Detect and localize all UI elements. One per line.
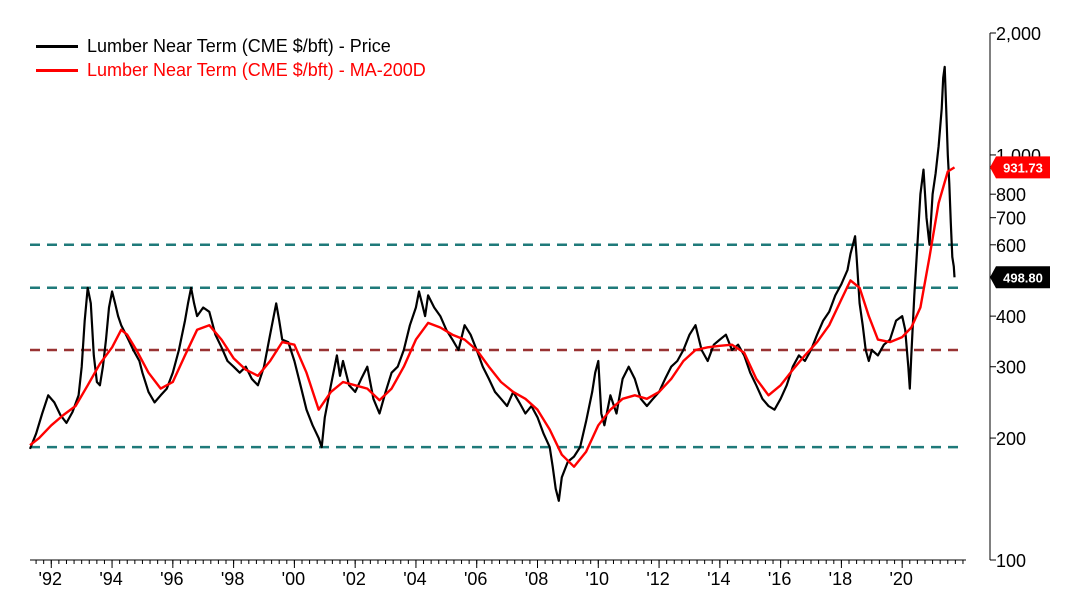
x-tick-label: '94 (99, 569, 122, 589)
x-tick-label: '98 (221, 569, 244, 589)
legend-item-price: Lumber Near Term (CME $/bft) - Price (36, 34, 426, 58)
value-badge (990, 266, 1050, 289)
x-tick-label: '10 (586, 569, 609, 589)
x-tick-label: '20 (889, 569, 912, 589)
y-tick-label: 300 (996, 358, 1026, 378)
legend-label-price: Lumber Near Term (CME $/bft) - Price (87, 36, 391, 56)
legend-swatch-ma (36, 68, 78, 72)
value-badge-label: 498.80 (1003, 270, 1043, 285)
legend: Lumber Near Term (CME $/bft) - Price Lum… (36, 34, 426, 82)
x-tick-label: '18 (829, 569, 852, 589)
y-tick-label: 200 (996, 429, 1026, 449)
x-tick-label: '12 (646, 569, 669, 589)
y-tick-label: 600 (996, 236, 1026, 256)
legend-label-ma: Lumber Near Term (CME $/bft) - MA-200D (87, 60, 426, 80)
x-tick-label: '96 (160, 569, 183, 589)
value-badge-label: 931.73 (1003, 160, 1043, 175)
y-tick-label: 2,000 (996, 24, 1041, 44)
x-tick-label: '92 (39, 569, 62, 589)
x-tick-label: '02 (342, 569, 365, 589)
x-tick-label: '00 (282, 569, 305, 589)
y-tick-label: 700 (996, 209, 1026, 229)
legend-swatch-price (36, 44, 78, 48)
x-tick-label: '16 (768, 569, 791, 589)
y-tick-label: 400 (996, 307, 1026, 327)
y-tick-label: 800 (996, 185, 1026, 205)
x-tick-label: '14 (707, 569, 730, 589)
value-badge (990, 156, 1050, 179)
legend-item-ma: Lumber Near Term (CME $/bft) - MA-200D (36, 58, 426, 82)
x-tick-label: '04 (403, 569, 426, 589)
price-series-line (28, 65, 956, 502)
x-tick-label: '08 (525, 569, 548, 589)
ma200-series-line (29, 166, 956, 468)
x-tick-label: '06 (464, 569, 487, 589)
y-tick-label: 100 (996, 551, 1026, 571)
